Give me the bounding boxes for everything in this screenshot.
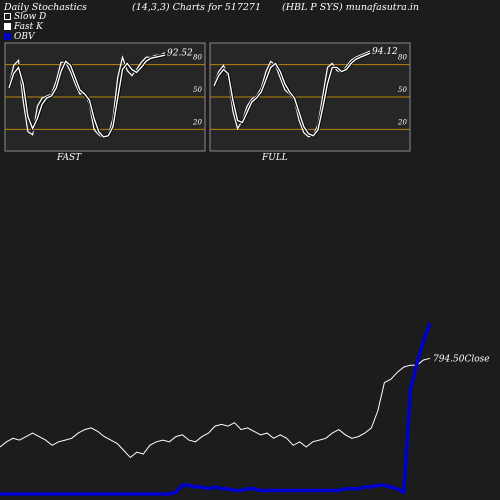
full-last-value-label: 94.12 (372, 47, 398, 57)
fast-ytick-label-20: 20 (192, 118, 202, 126)
legend-slow-d-label: Slow D (14, 12, 47, 22)
close-last-value-label: 794.50Close (433, 354, 490, 364)
legend-obv-label: OBV (14, 32, 35, 42)
fast-ytick-label-50: 50 (193, 86, 202, 94)
full-ytick-label-20: 20 (397, 118, 407, 126)
legend-obv: OBV (4, 32, 35, 42)
obv-line (0, 322, 432, 496)
legend-fast-k-label: Fast K (14, 22, 43, 32)
full-ytick-label-50: 50 (398, 86, 407, 94)
fast-ytick-label-80: 80 (193, 54, 202, 62)
full-ytick-label-80: 80 (398, 54, 407, 62)
legend-slow-d: Slow D (4, 12, 46, 22)
obv-swatch-icon (4, 33, 11, 40)
fast-slow-d-line (8, 54, 166, 138)
chart-title-left: Daily Stochastics (4, 2, 87, 13)
fast-k-swatch-icon (4, 23, 11, 30)
slow-d-swatch-icon (4, 13, 11, 20)
close-price-line (0, 357, 431, 459)
chart-title-center: (14,3,3) Charts for 517271 (132, 2, 262, 13)
chart-title-right: (HBL P SYS) munafasutra.in (282, 2, 420, 13)
fast-last-value-label: 92.52 (167, 49, 193, 59)
legend-fast-k: Fast K (4, 22, 43, 32)
full-panel-title: FULL (261, 153, 288, 163)
full-slow-d-line (213, 52, 371, 137)
fast-panel-title: FAST (56, 153, 82, 163)
